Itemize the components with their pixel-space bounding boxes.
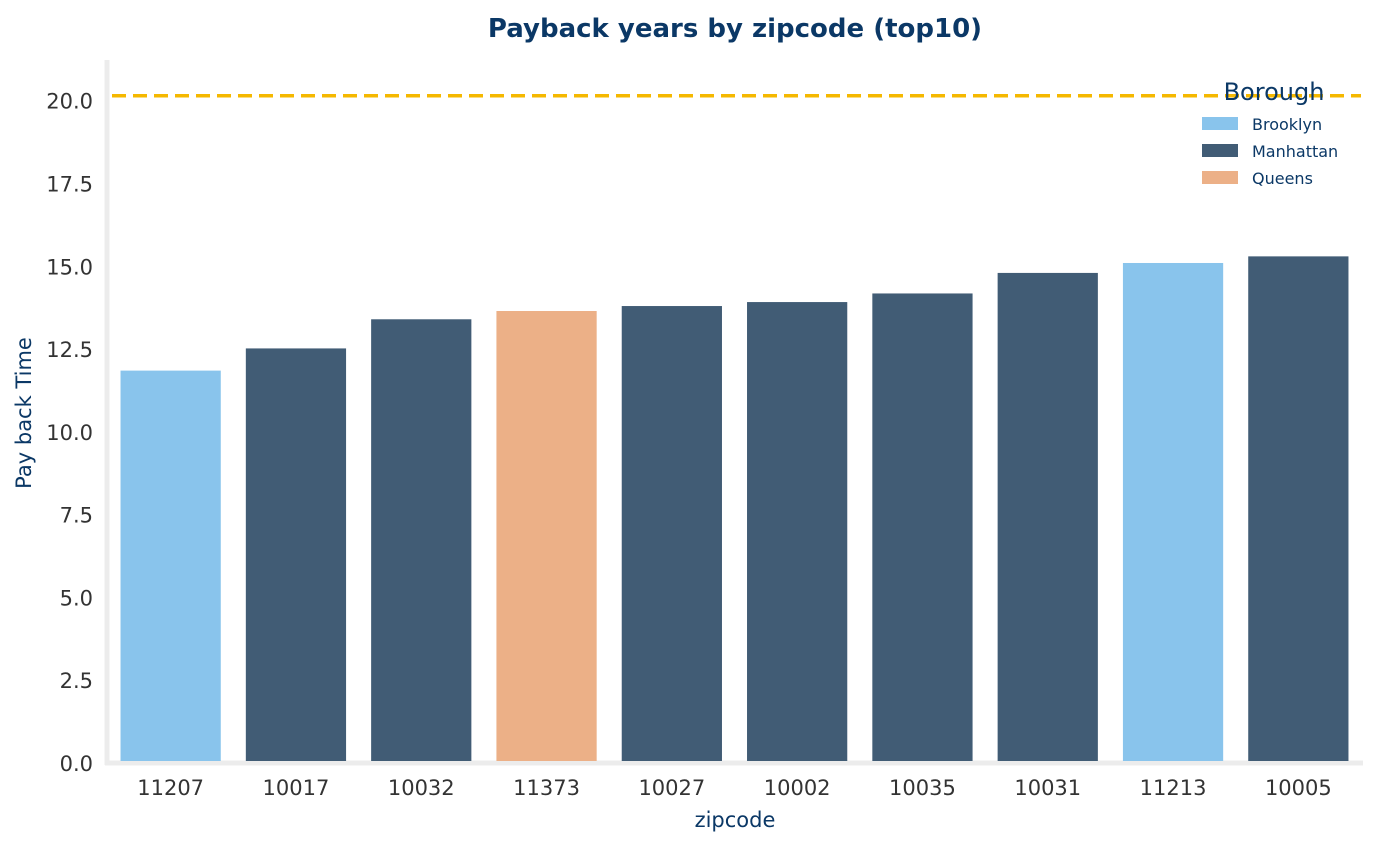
bar [621, 306, 722, 761]
legend-label: Brooklyn [1252, 115, 1322, 134]
x-tick-label: 10032 [388, 776, 455, 800]
y-tick-label: 2.5 [60, 669, 93, 693]
bar [371, 319, 472, 761]
legend-swatch [1202, 117, 1238, 130]
bar [747, 302, 848, 761]
bar [245, 348, 347, 761]
bar [1248, 256, 1349, 761]
legend: Borough Brooklyn Manhattan Queens [1202, 78, 1338, 188]
chart-title: Payback years by zipcode (top10) [488, 14, 982, 44]
y-axis-ticks: 0.0 2.5 5.0 7.5 10.0 12.5 15.0 17.5 20.0 [46, 90, 93, 776]
x-axis-ticks: 11207 10017 10032 11373 10027 10002 10035 10031… [137, 776, 1332, 800]
x-tick-label: 10017 [263, 776, 330, 800]
legend-swatch [1202, 171, 1238, 184]
y-tick-label: 15.0 [46, 255, 93, 279]
bar [1122, 262, 1224, 761]
legend-label: Queens [1252, 169, 1313, 188]
x-tick-label: 10002 [764, 776, 831, 800]
x-tick-label: 10005 [1265, 776, 1332, 800]
y-tick-label: 0.0 [60, 752, 93, 776]
bar [120, 370, 221, 761]
bar [997, 272, 1098, 761]
x-tick-label: 10031 [1014, 776, 1081, 800]
legend-label: Manhattan [1252, 142, 1338, 161]
y-tick-label: 7.5 [60, 504, 93, 528]
y-tick-label: 17.5 [46, 173, 93, 197]
bar [872, 293, 973, 761]
legend-swatch [1202, 144, 1238, 157]
x-tick-label: 11213 [1140, 776, 1207, 800]
x-tick-label: 10035 [889, 776, 956, 800]
bars [120, 256, 1349, 761]
x-axis-label: zipcode [695, 808, 776, 832]
y-axis-label: Pay back Time [12, 337, 36, 489]
y-tick-label: 20.0 [46, 90, 93, 114]
legend-title: Borough [1224, 78, 1325, 106]
y-tick-label: 10.0 [46, 421, 93, 445]
bar [496, 311, 597, 761]
x-tick-label: 10027 [638, 776, 705, 800]
y-tick-label: 5.0 [60, 586, 93, 610]
x-tick-label: 11207 [137, 776, 204, 800]
x-tick-label: 11373 [513, 776, 580, 800]
y-tick-label: 12.5 [46, 338, 93, 362]
